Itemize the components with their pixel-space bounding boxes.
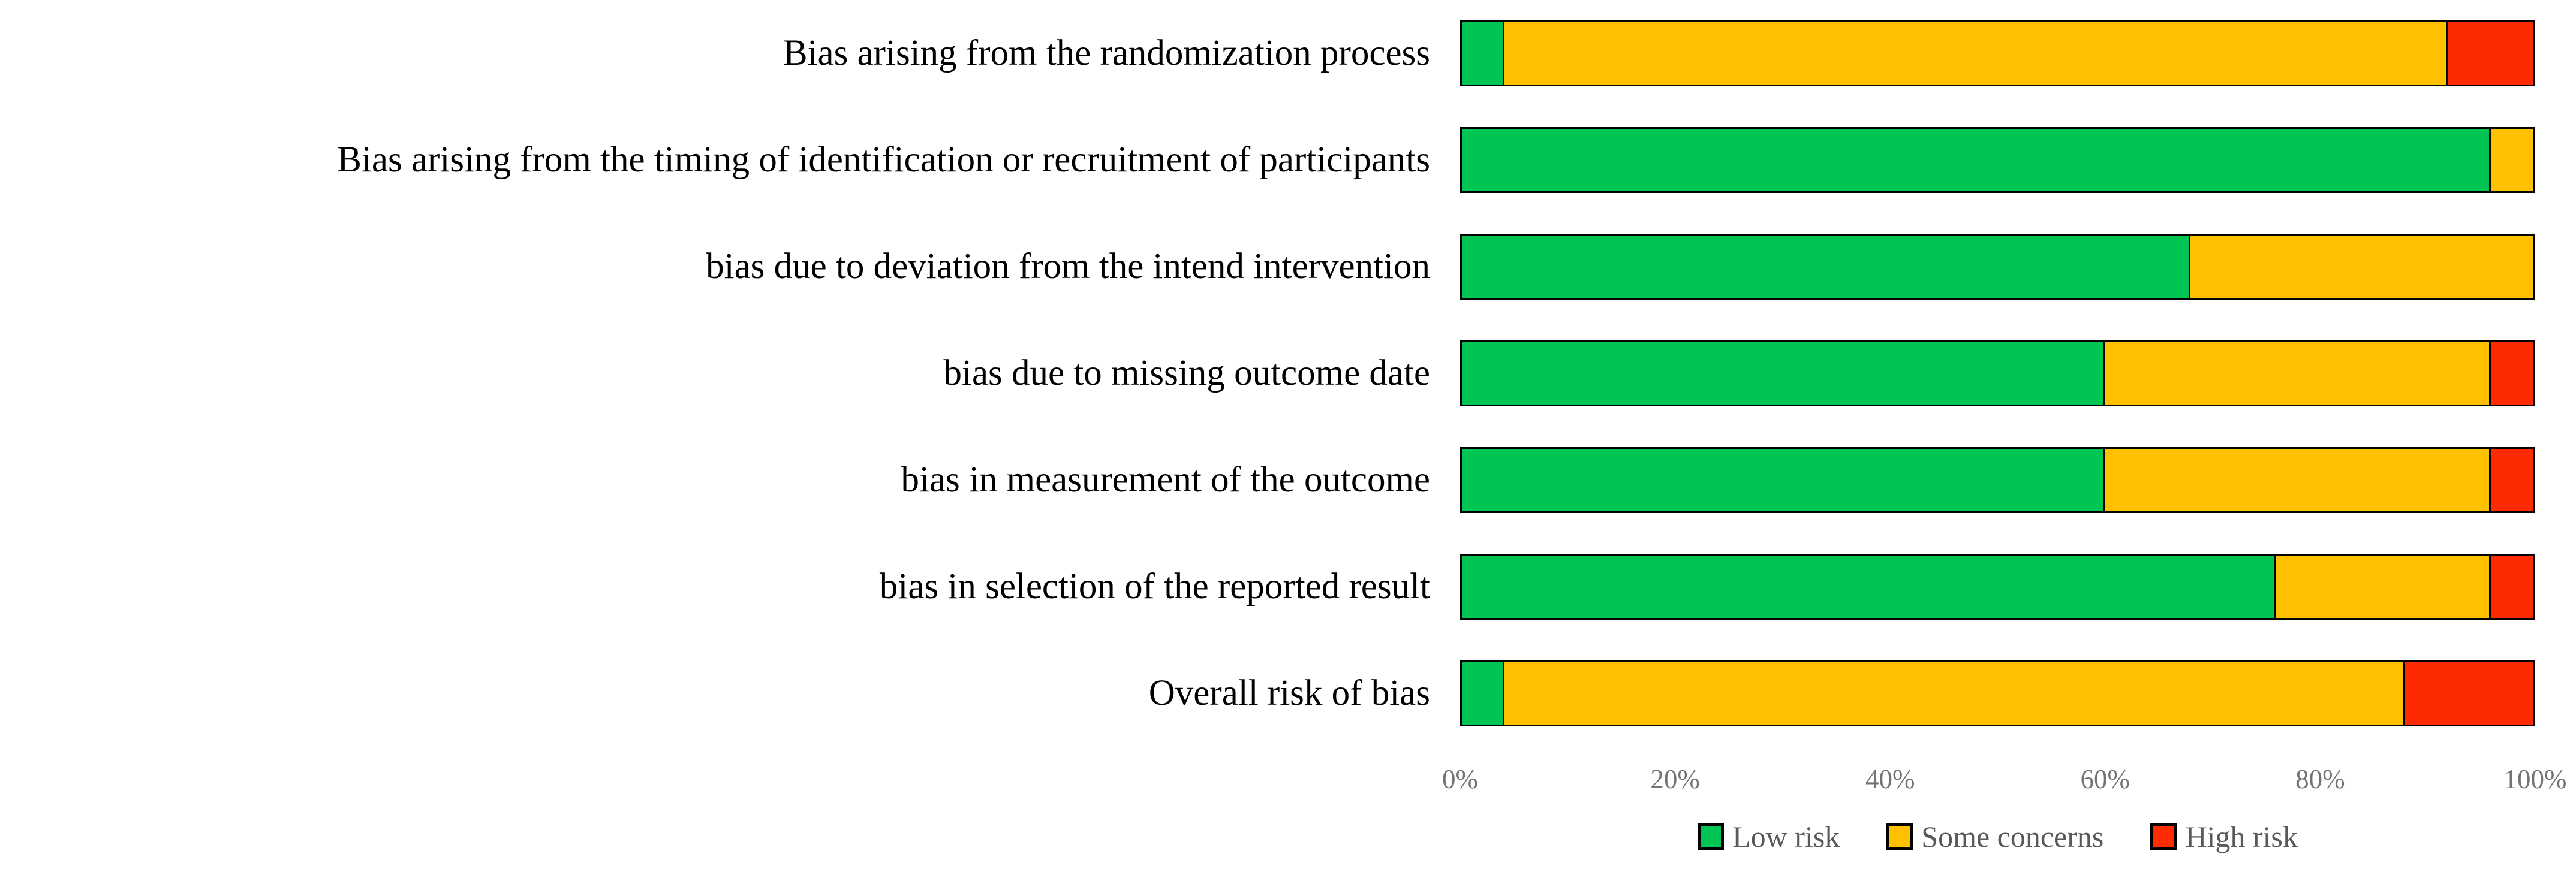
category-label: bias due to missing outcome date xyxy=(943,353,1431,393)
bar-segment-some-concerns xyxy=(2276,556,2491,618)
legend-swatch-low-risk-icon xyxy=(1698,823,1725,850)
chart-row: bias due to deviation from the intend in… xyxy=(0,213,2576,320)
bar-segment-high-risk xyxy=(2405,662,2533,725)
chart-row: Bias arising from the timing of identifi… xyxy=(0,107,2576,213)
stacked-bar xyxy=(1460,554,2535,620)
x-tick-label: 80% xyxy=(2295,764,2345,794)
legend-item-low-risk: Low risk xyxy=(1698,819,1840,854)
legend: Low risk Some concerns High risk xyxy=(1460,804,2535,870)
legend-item-high-risk: High risk xyxy=(2150,819,2298,854)
stacked-bar xyxy=(1460,127,2535,193)
legend-swatch-some-concerns-icon xyxy=(1886,823,1913,850)
bar-segment-some-concerns xyxy=(2105,342,2491,405)
bar-segment-low-risk xyxy=(1462,449,2105,511)
category-label: bias in measurement of the outcome xyxy=(901,460,1430,500)
bar-rows: Bias arising from the randomization proc… xyxy=(0,0,2576,747)
chart-row: Bias arising from the randomization proc… xyxy=(0,0,2576,107)
bar-segment-high-risk xyxy=(2490,342,2533,405)
legend-item-some-concerns: Some concerns xyxy=(1886,819,2103,854)
category-label: bias due to deviation from the intend in… xyxy=(706,246,1430,286)
bar-segment-low-risk xyxy=(1462,129,2491,191)
chart-row: bias due to missing outcome date xyxy=(0,320,2576,427)
stacked-bar xyxy=(1460,234,2535,300)
bar-segment-some-concerns xyxy=(2490,129,2533,191)
category-label: Overall risk of bias xyxy=(1148,673,1430,713)
bar-segment-high-risk xyxy=(2448,22,2533,85)
bar-segment-some-concerns xyxy=(1504,22,2448,85)
bar-segment-low-risk xyxy=(1462,236,2191,298)
bar-segment-high-risk xyxy=(2490,556,2533,618)
legend-label: Some concerns xyxy=(1921,820,2104,853)
bar-segment-some-concerns xyxy=(2190,236,2533,298)
bar-segment-high-risk xyxy=(2490,449,2533,511)
bar-segment-low-risk xyxy=(1462,22,1505,85)
x-tick-label: 100% xyxy=(2503,764,2567,794)
bar-segment-low-risk xyxy=(1462,342,2105,405)
chart-row: bias in selection of the reported result xyxy=(0,533,2576,640)
category-label: Bias arising from the randomization proc… xyxy=(783,33,1430,73)
stacked-bar xyxy=(1460,447,2535,513)
x-tick-label: 60% xyxy=(2080,764,2130,794)
category-label: bias in selection of the reported result xyxy=(879,566,1430,607)
stacked-bar xyxy=(1460,340,2535,406)
bar-segment-some-concerns xyxy=(1504,662,2405,725)
chart-row: Overall risk of bias xyxy=(0,640,2576,747)
bar-segment-low-risk xyxy=(1462,556,2277,618)
x-tick-label: 20% xyxy=(1650,764,1700,794)
legend-swatch-high-risk-icon xyxy=(2150,823,2177,850)
legend-label: High risk xyxy=(2185,820,2298,853)
stacked-bar xyxy=(1460,660,2535,726)
x-tick-label: 40% xyxy=(1865,764,1915,794)
legend-label: Low risk xyxy=(1732,820,1840,853)
x-axis: 0% 20% 40% 60% 80% 100% xyxy=(1442,747,2567,804)
bar-segment-some-concerns xyxy=(2105,449,2491,511)
chart-row: bias in measurement of the outcome xyxy=(0,427,2576,533)
category-label: Bias arising from the timing of identifi… xyxy=(337,140,1430,180)
stacked-bar xyxy=(1460,20,2535,86)
x-tick-label: 0% xyxy=(1442,764,1478,794)
bar-segment-low-risk xyxy=(1462,662,1505,725)
